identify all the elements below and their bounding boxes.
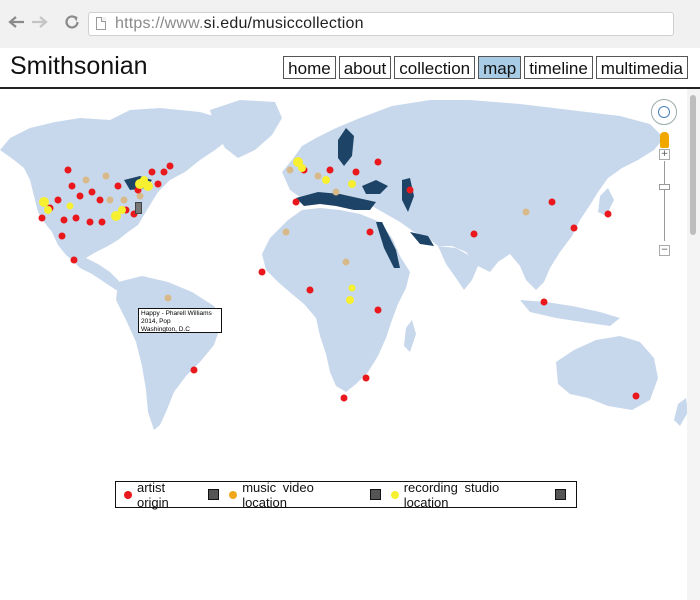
world-map[interactable]: Happy - Pharell Williams 2014, Pop Washi… (0, 89, 700, 469)
arrow-left-icon (8, 16, 24, 28)
selected-marker-icon[interactable] (135, 202, 142, 214)
tooltip-location: Washington, D.C (141, 326, 190, 333)
legend-toggle[interactable] (208, 489, 220, 500)
legend-toggle[interactable] (555, 489, 566, 500)
red-sea (376, 222, 400, 268)
legend-item-recording-studio-location[interactable]: recording studio location (390, 479, 566, 510)
red-dot-icon (124, 490, 132, 499)
arrow-right-icon (32, 16, 48, 28)
tooltip-year-genre: 2014, Pop (141, 318, 171, 325)
scrollbar-thumb[interactable] (690, 95, 696, 235)
nav-tab-multimedia[interactable]: multimedia (595, 56, 688, 79)
map-tooltip: Happy - Pharell Williams 2014, Pop Washi… (138, 308, 222, 333)
site-logo[interactable]: Smithsonian (10, 52, 148, 80)
map-legend: artist origin music video location recor… (115, 479, 577, 510)
baltic-sea (338, 128, 354, 166)
legend-label: artist origin (136, 479, 169, 510)
black-sea (362, 180, 388, 194)
nav-tab-map[interactable]: map (478, 56, 522, 79)
legend-label: recording studio location (403, 479, 500, 510)
landmass-australia (556, 336, 658, 410)
orange-dot-icon (229, 490, 238, 499)
recording-studio-markers (39, 157, 356, 304)
zoom-in-button[interactable]: + (659, 149, 670, 160)
forward-button[interactable] (30, 12, 50, 32)
music-video-markers (82, 166, 530, 302)
url-text: https://www.si.edu/musiccollection (115, 15, 364, 32)
page-scrollbar[interactable] (687, 89, 700, 600)
legend-item-artist-origin[interactable]: artist origin (124, 479, 220, 510)
back-button[interactable] (6, 12, 26, 32)
zoom-slider-thumb[interactable] (659, 184, 670, 190)
street-view-icon[interactable] (660, 132, 669, 148)
mediterranean-sea (296, 192, 376, 210)
legend-toggle[interactable] (369, 489, 381, 500)
map-canvas[interactable] (0, 89, 700, 469)
landmass-eurasia (282, 100, 664, 290)
zoom-out-button[interactable]: − (659, 245, 670, 256)
landmass-indonesia (520, 300, 620, 326)
landmass-greenland (210, 100, 282, 158)
main-nav: home about collection map timeline multi… (283, 56, 688, 79)
url-bar[interactable]: https://www.si.edu/musiccollection (88, 12, 674, 36)
nav-tab-timeline[interactable]: timeline (524, 56, 593, 79)
zoom-track[interactable] (664, 161, 665, 241)
map-zoom-control: + − (651, 99, 679, 259)
legend-label: music video location (242, 479, 314, 510)
landmass-africa (262, 208, 410, 392)
landmass-japan (598, 188, 614, 216)
landmass-india (438, 246, 478, 290)
landmass-new-zealand (674, 398, 688, 426)
nav-tab-about[interactable]: about (338, 56, 392, 79)
page-icon (96, 17, 106, 30)
compass-icon (658, 106, 670, 118)
artist-origin-markers (38, 158, 640, 402)
browser-toolbar: https://www.si.edu/musiccollection (0, 0, 700, 49)
landmass-central-america (74, 258, 124, 290)
persian-gulf (410, 232, 434, 246)
nav-tab-collection[interactable]: collection (394, 56, 476, 79)
pan-control[interactable] (651, 99, 677, 125)
nav-tab-home[interactable]: home (283, 56, 336, 79)
site-header: Smithsonian home about collection map ti… (0, 48, 700, 89)
legend-item-music-video-location[interactable]: music video location (229, 480, 381, 510)
reload-icon (65, 15, 79, 29)
landmass-madagascar (404, 320, 416, 352)
tooltip-title: Happy - Pharell Williams (141, 310, 212, 317)
caspian-sea (402, 178, 414, 212)
yellow-dot-icon (390, 490, 399, 499)
reload-button[interactable] (62, 12, 82, 32)
